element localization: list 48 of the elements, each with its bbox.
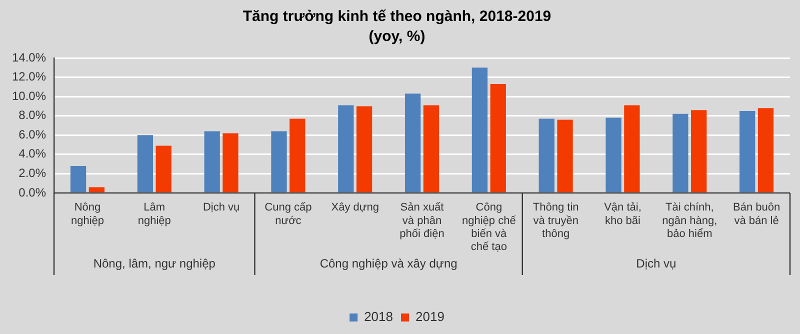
x-tick-label: Dịch vụ (202, 202, 240, 214)
bar (624, 105, 640, 192)
bar (222, 133, 238, 192)
chart-subtitle: (yoy, %) (368, 28, 426, 46)
x-tick-label: Bán buôn và bán lẻ (732, 202, 780, 227)
bar (740, 111, 756, 192)
y-tick-label: 2.0% (18, 166, 46, 180)
bar (271, 131, 287, 192)
bar (606, 118, 622, 192)
bar (538, 118, 554, 192)
y-tick-label: 10.0% (12, 88, 46, 103)
bar (356, 106, 372, 192)
bar (691, 110, 707, 192)
x-tick-label: Sản xuất và phân phối điện (400, 202, 444, 240)
bar (472, 68, 488, 192)
chart-title: Tăng trưởng kinh tế theo ngành, 2018-2019 (242, 8, 552, 26)
bar (423, 105, 440, 192)
bar (88, 187, 104, 192)
bar (156, 146, 172, 192)
x-tick-label: Thông tin và truyền thông (532, 202, 579, 240)
bar (204, 131, 220, 192)
y-tick-label: 14.0% (12, 50, 46, 64)
bar (137, 135, 154, 192)
bar (490, 84, 506, 192)
x-tick-label: Xây dựng (331, 202, 379, 214)
y-tick-label: 6.0% (18, 127, 46, 142)
y-tick-label: 8.0% (18, 108, 46, 122)
bar (672, 114, 688, 192)
x-tick-label: Lâm nghiệp (138, 202, 171, 227)
bar (557, 120, 573, 192)
bar (758, 108, 774, 192)
bar (338, 105, 354, 192)
x-tick-label: Cung cấp nước (264, 202, 312, 227)
x-tick-label: Vận tải, kho bãi (604, 202, 642, 227)
x-tick-label: Tài chính, ngân hàng, bảo hiểm (662, 202, 718, 240)
x-tick-label: Nông nghiệp (70, 202, 104, 227)
text: Công nghiệp và xây dựng (320, 256, 458, 270)
y-tick-label: 12.0% (12, 70, 46, 84)
legend-label: 2019 (416, 309, 444, 324)
text: Nông, lâm, ngư nghiệp (93, 256, 216, 270)
y-tick-label: 0.0% (18, 185, 46, 200)
bar (70, 166, 86, 192)
text: Dịch vụ (636, 256, 676, 270)
legend-label: 2018 (364, 309, 393, 324)
bar (290, 118, 306, 192)
y-tick-label: 4.0% (18, 146, 46, 161)
x-tick-label: Công nghiệp chế biến và chế tạo (462, 202, 516, 254)
bar (404, 94, 421, 192)
